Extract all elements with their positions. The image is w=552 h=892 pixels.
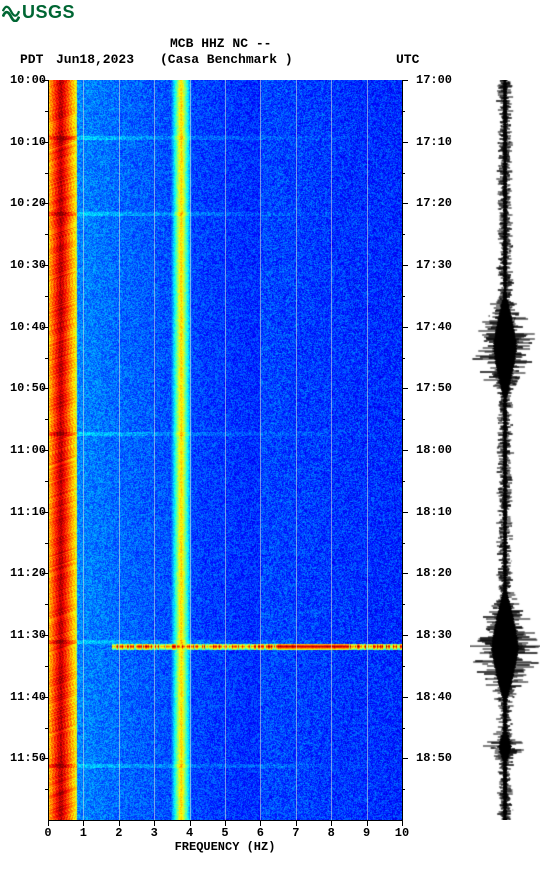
grid-vertical [190, 80, 191, 820]
grid-vertical [119, 80, 120, 820]
y-right-tick-label: 18:10 [416, 505, 452, 519]
y-right-tick-label: 18:20 [416, 566, 452, 580]
grid-vertical [296, 80, 297, 820]
y-right-tick-label: 17:00 [416, 73, 452, 87]
y-right-tick-label: 18:50 [416, 751, 452, 765]
y-right-minor-tick [402, 728, 405, 729]
y-right-minor-tick [402, 234, 405, 235]
utc-label: UTC [396, 52, 419, 67]
x-tick-label: 6 [257, 826, 264, 840]
y-right-minor-tick [402, 419, 405, 420]
y-left-minor-tick [45, 481, 48, 482]
y-left-minor-tick [45, 173, 48, 174]
y-left-tick-label: 11:40 [10, 690, 46, 704]
y-right-tick-label: 18:00 [416, 443, 452, 457]
x-tick-label: 8 [328, 826, 335, 840]
y-left-minor-tick [45, 296, 48, 297]
y-left-tick-label: 10:00 [10, 73, 46, 87]
y-left-tick-label: 10:30 [10, 258, 46, 272]
seismogram-trace [470, 80, 540, 820]
y-right-minor-tick [402, 789, 405, 790]
x-tick-label: 0 [44, 826, 51, 840]
y-right-tick-label: 18:30 [416, 628, 452, 642]
y-right-minor-tick [402, 481, 405, 482]
y-left-minor-tick [45, 666, 48, 667]
y-right-tick-line [402, 265, 408, 266]
y-left-minor-tick [45, 419, 48, 420]
y-left-minor-tick [45, 789, 48, 790]
y-left-tick-label: 11:50 [10, 751, 46, 765]
plot-title-line2: (Casa Benchmark ) [160, 52, 293, 67]
y-right-tick-line [402, 80, 408, 81]
y-right-minor-tick [402, 358, 405, 359]
y-left-tick-label: 11:30 [10, 628, 46, 642]
date-label: Jun18,2023 [56, 52, 134, 67]
y-left-tick-label: 10:40 [10, 320, 46, 334]
y-axis-left-line [48, 80, 49, 820]
y-left-minor-tick [45, 543, 48, 544]
y-right-tick-label: 17:30 [416, 258, 452, 272]
y-left-minor-tick [45, 604, 48, 605]
x-tick-label: 9 [363, 826, 370, 840]
y-right-tick-line [402, 697, 408, 698]
y-right-tick-line [402, 388, 408, 389]
grid-vertical [154, 80, 155, 820]
y-right-tick-label: 17:50 [416, 381, 452, 395]
y-left-minor-tick [45, 728, 48, 729]
y-left-tick-label: 11:20 [10, 566, 46, 580]
y-left-minor-tick [45, 234, 48, 235]
x-tick-label: 1 [80, 826, 87, 840]
y-left-tick-label: 10:10 [10, 135, 46, 149]
y-right-tick-line [402, 512, 408, 513]
y-right-tick-label: 17:10 [416, 135, 452, 149]
y-right-tick-line [402, 327, 408, 328]
y-left-minor-tick [45, 111, 48, 112]
grid-vertical [260, 80, 261, 820]
y-right-minor-tick [402, 111, 405, 112]
y-right-minor-tick [402, 543, 405, 544]
y-left-tick-label: 10:20 [10, 196, 46, 210]
x-tick-label: 2 [115, 826, 122, 840]
y-right-tick-line [402, 573, 408, 574]
grid-vertical [367, 80, 368, 820]
usgs-wave-icon [2, 4, 20, 22]
x-tick-label: 7 [292, 826, 299, 840]
y-right-tick-label: 18:40 [416, 690, 452, 704]
y-right-tick-line [402, 450, 408, 451]
y-right-tick-label: 17:20 [416, 196, 452, 210]
y-right-tick-label: 17:40 [416, 320, 452, 334]
y-right-tick-line [402, 203, 408, 204]
grid-vertical [83, 80, 84, 820]
pdt-label: PDT [20, 52, 43, 67]
plot-title-line1: MCB HHZ NC -- [170, 36, 271, 51]
y-right-minor-tick [402, 666, 405, 667]
y-right-tick-line [402, 758, 408, 759]
y-right-minor-tick [402, 296, 405, 297]
grid-vertical [331, 80, 332, 820]
y-left-minor-tick [45, 358, 48, 359]
usgs-logo: USGS [2, 2, 75, 23]
y-right-tick-line [402, 142, 408, 143]
y-right-minor-tick [402, 604, 405, 605]
x-tick-label: 4 [186, 826, 193, 840]
x-tick-label: 10 [395, 826, 409, 840]
y-left-tick-label: 10:50 [10, 381, 46, 395]
y-left-tick-label: 11:10 [10, 505, 46, 519]
y-right-minor-tick [402, 173, 405, 174]
y-right-tick-line [402, 635, 408, 636]
y-left-tick-label: 11:00 [10, 443, 46, 457]
x-tick-label: 3 [151, 826, 158, 840]
usgs-logo-text: USGS [22, 2, 75, 23]
x-axis-title: FREQUENCY (HZ) [175, 840, 276, 854]
grid-vertical [225, 80, 226, 820]
x-tick-label: 5 [221, 826, 228, 840]
